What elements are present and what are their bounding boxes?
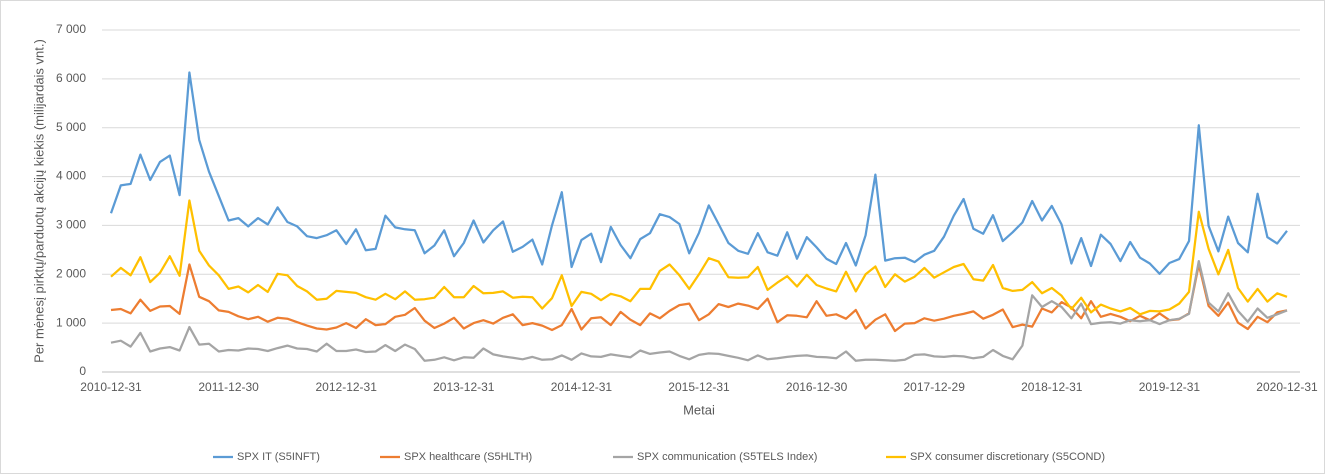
y-tick-label: 7 000 xyxy=(56,22,86,36)
y-tick-label: 2 000 xyxy=(56,266,86,280)
x-tick-label: 2020-12-31 xyxy=(1256,380,1318,394)
y-tick-label: 1 000 xyxy=(56,315,86,329)
y-tick-label: 3 000 xyxy=(56,218,86,232)
series-line xyxy=(109,71,1288,275)
y-tick-label: 6 000 xyxy=(56,71,86,85)
y-tick-label: 5 000 xyxy=(56,120,86,134)
y-tick-label: 0 xyxy=(79,364,86,378)
x-tick-label: 2018-12-31 xyxy=(1021,380,1083,394)
x-tick-label: 2015-12-31 xyxy=(668,380,730,394)
legend-label: SPX healthcare (S5HLTH) xyxy=(404,451,532,463)
x-tick-label: 2013-12-31 xyxy=(433,380,495,394)
x-tick-label: 2010-12-31 xyxy=(80,380,142,394)
series-line xyxy=(110,259,1288,362)
series-line xyxy=(110,199,1288,316)
y-axis-title: Per mėnesį pirktų/parduotų akcijų kiekis… xyxy=(31,39,46,363)
x-axis-title: Metai xyxy=(683,402,715,417)
series-line xyxy=(110,263,1288,333)
x-tick-label: 2011-12-30 xyxy=(198,380,259,394)
x-tick-label: 2017-12-29 xyxy=(904,380,966,394)
legend-label: SPX communication (S5TELS Index) xyxy=(637,451,817,463)
x-tick-label: 2014-12-31 xyxy=(551,380,613,394)
y-tick-label: 4 000 xyxy=(56,169,86,183)
x-tick-label: 2019-12-31 xyxy=(1139,380,1201,394)
x-tick-label: 2012-12-31 xyxy=(316,380,378,394)
legend-label: SPX IT (S5INFT) xyxy=(237,451,320,463)
x-tick-label: 2016-12-30 xyxy=(786,380,848,394)
legend-label: SPX consumer discretionary (S5COND) xyxy=(910,451,1105,463)
